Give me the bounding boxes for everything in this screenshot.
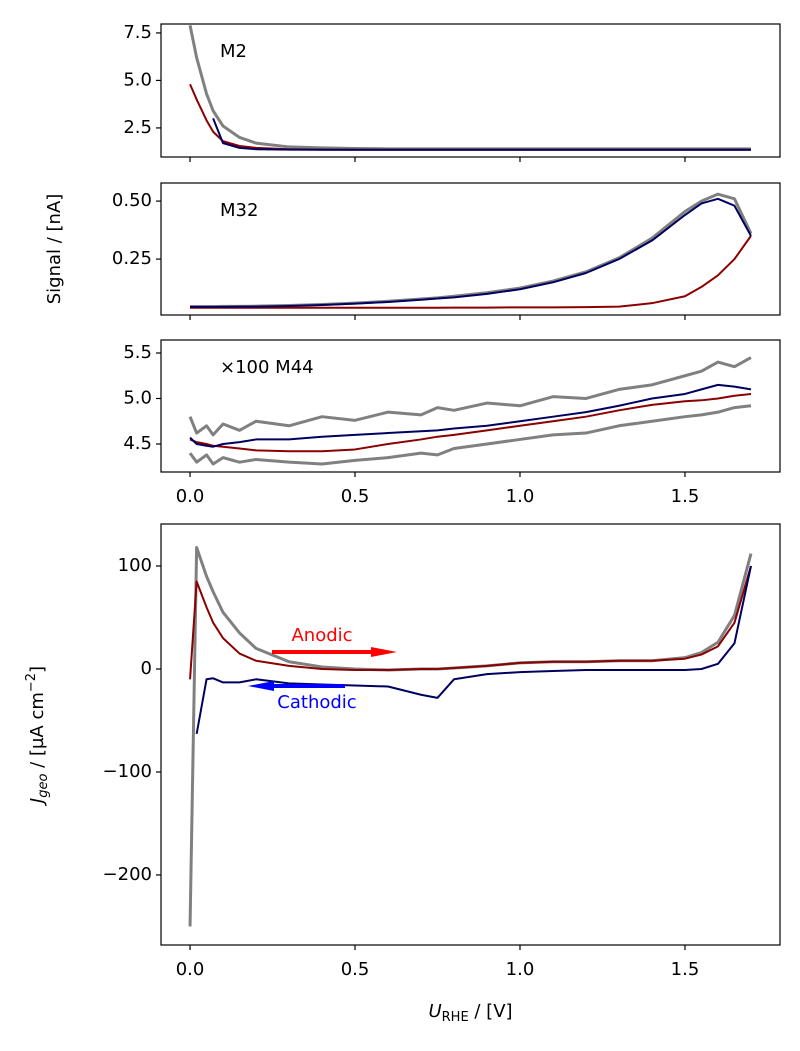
x-tick-label: 0.0 (176, 486, 205, 507)
y-tick-label: 7.5 (123, 22, 152, 43)
y-tick-label: 5.5 (123, 342, 152, 363)
series-line (188, 356, 752, 437)
x-tick-label: 1.0 (506, 959, 535, 980)
x-tick-label: 1.0 (506, 486, 535, 507)
label-unit: / [V] (469, 1001, 513, 1022)
arrow-head (371, 647, 397, 657)
label-close: ] (27, 666, 48, 673)
axes-frame (160, 523, 781, 946)
label-unit: / [µA cm (27, 692, 48, 773)
y-tick-label: 4.5 (123, 433, 152, 454)
y-tick-label: −100 (103, 761, 152, 782)
series-line (189, 383, 752, 448)
y-tick-label: 0 (141, 658, 152, 679)
series-line (190, 235, 752, 309)
label-symbol: U (428, 1001, 441, 1022)
y-tick-label: 5.0 (123, 387, 152, 408)
annotation: Cathodic (277, 692, 356, 713)
x-tick-label: 1.5 (671, 959, 700, 980)
x-tick-label: 1.5 (671, 486, 700, 507)
y-tick-label: 2.5 (123, 117, 152, 138)
y-axis-label: Jgeo / [µA cm−2] (24, 666, 51, 806)
series-line (189, 83, 751, 151)
label-symbol: J (27, 798, 48, 806)
x-tick-label: 0.0 (176, 959, 205, 980)
annotation: Anodic (291, 625, 352, 646)
series-line (190, 197, 752, 308)
y-tick-label: 5.0 (123, 69, 152, 90)
series-line (188, 545, 753, 927)
axes-frame (160, 23, 781, 158)
series-line (195, 565, 752, 735)
axes-frame (160, 339, 781, 473)
panel-label: M32 (220, 200, 258, 221)
series-line (212, 118, 751, 151)
label-subscript: geo (36, 774, 51, 798)
series-line (190, 192, 753, 309)
y-tick-label: −200 (103, 864, 152, 885)
x-tick-label: 0.5 (341, 486, 370, 507)
y-axis-label: Signal / [nA] (44, 194, 65, 305)
y-tick-label: 0.25 (112, 248, 152, 269)
label-superscript: −2 (24, 673, 39, 692)
panel-label: M2 (220, 41, 247, 62)
panel-label: ×100 M44 (220, 357, 314, 378)
arrow-head (248, 681, 274, 691)
series-line (188, 25, 751, 151)
y-tick-label: 0.50 (112, 190, 152, 211)
x-tick-label: 0.5 (341, 959, 370, 980)
series-line (189, 565, 752, 680)
series-line (188, 404, 752, 466)
label-subscript: RHE (442, 1010, 469, 1025)
axes-frame (160, 182, 781, 316)
series-line (189, 392, 752, 453)
x-axis-label: URHE / [V] (428, 1001, 512, 1025)
y-tick-label: 100 (118, 555, 152, 576)
